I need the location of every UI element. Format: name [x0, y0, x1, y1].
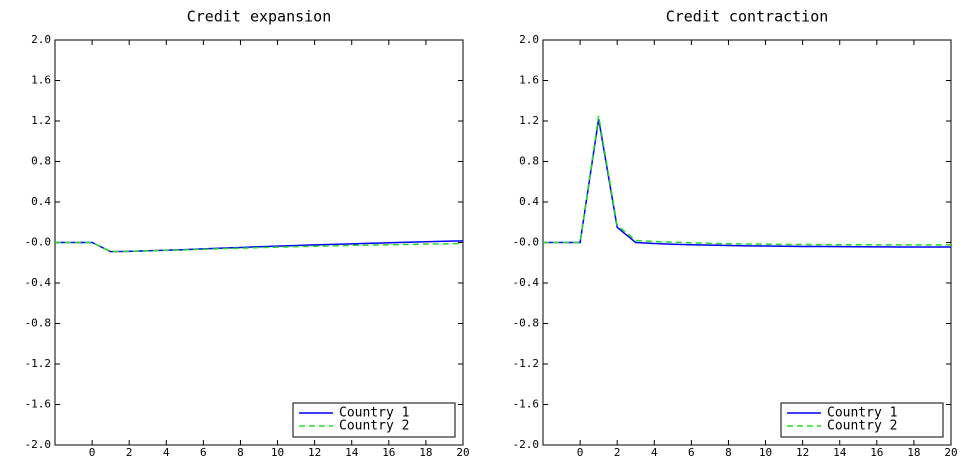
x-tick-label: 6: [688, 446, 695, 458]
x-tick-label: 10: [759, 446, 772, 458]
legend-label: Country 2: [827, 419, 897, 434]
series-line: [543, 118, 951, 248]
series-line: [55, 241, 464, 253]
y-tick-label: -0.8: [25, 317, 52, 330]
series-line: [55, 240, 464, 253]
y-tick-label: -0.4: [513, 276, 540, 289]
x-tick-label: 10: [271, 446, 284, 458]
y-tick-label: -0.0: [513, 236, 540, 249]
series-line: [543, 115, 951, 246]
x-tick-label: 14: [833, 446, 847, 458]
x-tick-label: 0: [577, 446, 584, 458]
y-tick-label: 2.0: [31, 33, 51, 46]
x-tick-label: 2: [614, 446, 621, 458]
legend-box: [292, 402, 456, 438]
legend-label: Country 1: [827, 406, 897, 421]
x-tick-label: 12: [796, 446, 809, 458]
y-tick-label: 0.4: [519, 195, 539, 208]
plot-frame: [542, 39, 952, 446]
y-tick-label: -1.2: [513, 357, 540, 370]
y-tick-label: 2.0: [519, 33, 539, 46]
x-tick-label: 20: [944, 446, 957, 458]
legend-label: Country 1: [339, 406, 409, 421]
x-tick-label: 18: [419, 446, 432, 458]
y-tick-label: 1.6: [519, 74, 539, 87]
y-tick-label: 1.2: [31, 114, 51, 127]
y-tick-label: -1.6: [513, 398, 540, 411]
y-tick-label: 0.8: [31, 155, 51, 168]
y-tick-label: 1.2: [519, 114, 539, 127]
x-tick-label: 8: [237, 446, 244, 458]
y-tick-label: -1.2: [25, 357, 52, 370]
x-tick-label: 16: [382, 446, 395, 458]
y-tick-label: -0.0: [25, 236, 52, 249]
x-tick-label: 0: [89, 446, 96, 458]
legend-label: Country 2: [339, 419, 409, 434]
y-tick-label: -0.8: [513, 317, 540, 330]
x-tick-label: 4: [651, 446, 658, 458]
x-tick-label: 18: [907, 446, 920, 458]
y-tick-label: 1.6: [31, 74, 51, 87]
x-tick-label: 12: [308, 446, 321, 458]
x-tick-label: 6: [200, 446, 207, 458]
y-tick-label: -0.4: [25, 276, 52, 289]
x-tick-label: 2: [126, 446, 133, 458]
y-tick-label: -1.6: [25, 398, 52, 411]
x-tick-label: 20: [456, 446, 469, 458]
x-tick-label: 4: [163, 446, 170, 458]
legend-box: [780, 402, 944, 438]
y-tick-label: 0.8: [519, 155, 539, 168]
chart-title: Credit contraction: [666, 8, 829, 26]
chart-title: Credit expansion: [187, 8, 332, 26]
x-tick-label: 16: [870, 446, 883, 458]
y-tick-label: -2.0: [513, 438, 540, 451]
x-tick-label: 8: [725, 446, 732, 458]
y-tick-label: 0.4: [31, 195, 51, 208]
y-tick-label: -2.0: [25, 438, 52, 451]
x-tick-label: 14: [345, 446, 359, 458]
